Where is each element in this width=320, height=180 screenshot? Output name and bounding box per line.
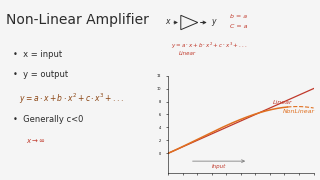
Text: $x \rightarrow \infty$: $x \rightarrow \infty$ <box>26 137 46 145</box>
Text: Non-Linear Amplifier: Non-Linear Amplifier <box>6 13 149 27</box>
Text: y: y <box>211 17 216 26</box>
Text: $y = a \cdot x + b \cdot x^2 + c \cdot x^3 + ...$: $y = a \cdot x + b \cdot x^2 + c \cdot x… <box>19 92 124 106</box>
Text: Linear: Linear <box>273 100 293 105</box>
Text: b = a: b = a <box>230 14 247 19</box>
Text: x: x <box>165 17 170 26</box>
Text: Input: Input <box>212 164 226 169</box>
Text: $y = a \cdot x + b \cdot x^2 + c \cdot x^3 + ...$: $y = a \cdot x + b \cdot x^2 + c \cdot x… <box>171 40 247 51</box>
Text: C = a: C = a <box>230 24 247 29</box>
Text: •  y = output: • y = output <box>13 70 68 79</box>
Text: NonLinear: NonLinear <box>283 109 316 114</box>
Text: •  x = input: • x = input <box>13 50 62 59</box>
Text: •  Generally c<0: • Generally c<0 <box>13 115 83 124</box>
Text: Linear: Linear <box>179 51 196 56</box>
